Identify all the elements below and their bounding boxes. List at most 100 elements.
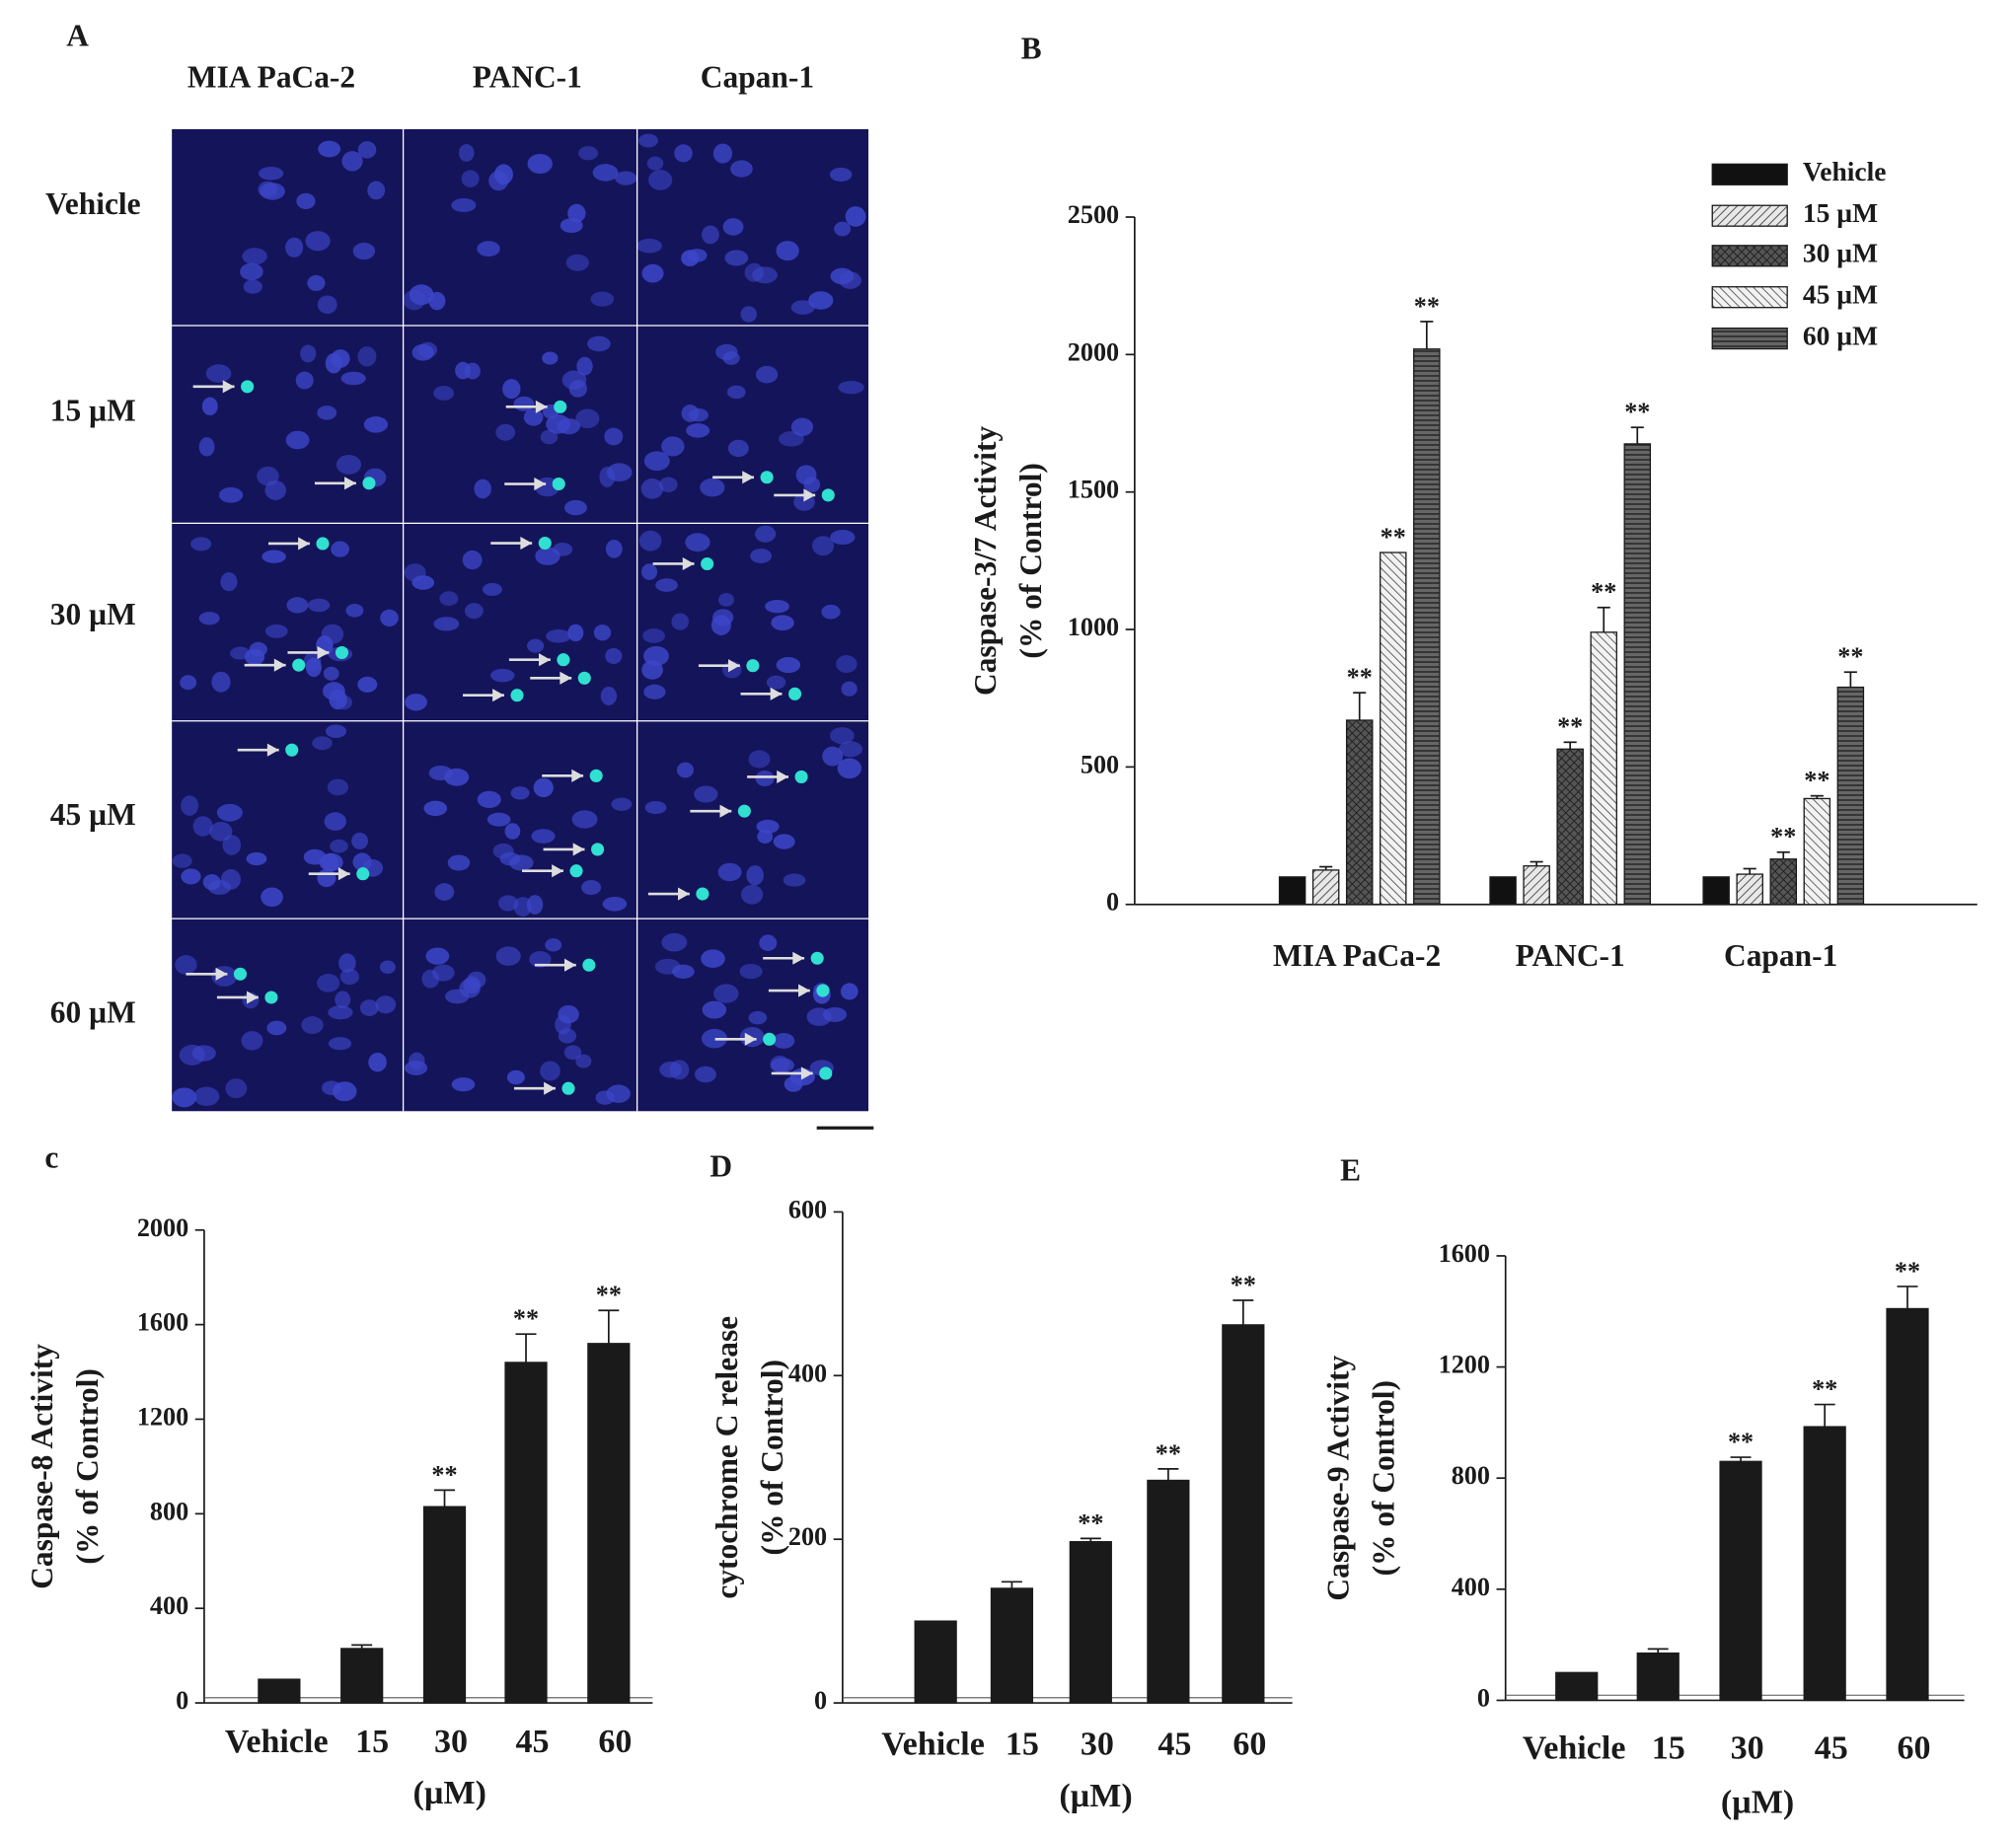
nucleus (605, 647, 623, 664)
nucleus (312, 736, 333, 751)
y-axis-label: (% of Control) (1013, 463, 1048, 658)
nucleus (676, 762, 694, 778)
nucleus (375, 995, 397, 1014)
nucleus (830, 530, 856, 546)
row-label: 60 µM (50, 995, 136, 1030)
nucleus (834, 221, 852, 237)
row-label: Vehicle (45, 186, 141, 221)
bar (1803, 1426, 1846, 1702)
arrow-head (552, 864, 563, 878)
nucleus (191, 1045, 216, 1062)
row-label: 15 µM (50, 393, 136, 427)
nucleus (351, 832, 369, 849)
nucleus (773, 1033, 795, 1049)
nucleus (640, 563, 658, 580)
nucleus (599, 467, 616, 487)
significance-marker: ** (431, 1460, 457, 1489)
arrow-icon (268, 537, 310, 551)
nucleus (593, 624, 612, 641)
y-axis-label: Caspase-3/7 Activity (968, 426, 1003, 696)
nucleus (756, 819, 780, 834)
micrograph-cell (403, 326, 637, 524)
x-category-label: 45 (516, 1724, 550, 1760)
nucleus (669, 1060, 690, 1080)
nucleus (490, 668, 515, 683)
nucleus (339, 968, 359, 986)
apoptotic-nucleus (510, 689, 524, 702)
nucleus (198, 437, 215, 457)
arrow-icon (652, 556, 695, 571)
significance-marker: ** (1895, 1257, 1920, 1286)
nucleus (317, 868, 336, 888)
nucleus (575, 1054, 592, 1068)
arrow-icon (308, 867, 350, 881)
x-category-label: Capan-1 (1724, 938, 1837, 973)
nucleus (756, 365, 779, 384)
nucleus (540, 1061, 560, 1081)
arrow-head (337, 867, 350, 881)
nucleus (368, 1053, 387, 1072)
nucleus (636, 238, 662, 254)
nucleus (335, 991, 351, 1009)
nucleus (367, 181, 386, 200)
bar (990, 1587, 1034, 1704)
significance-marker: ** (1812, 1375, 1837, 1404)
significance-marker: ** (513, 1304, 539, 1333)
nucleus (681, 250, 700, 266)
nucleus (600, 686, 618, 705)
arrow-head (563, 958, 576, 972)
nucleus (242, 248, 267, 265)
bar (1222, 1324, 1265, 1704)
nucleus (602, 896, 628, 912)
nucleus (483, 582, 502, 597)
nucleus (379, 960, 396, 975)
arrow-head (742, 471, 755, 484)
nucleus (404, 563, 426, 582)
apoptotic-nucleus (561, 1081, 575, 1095)
nucleus (701, 949, 725, 969)
nucleus (655, 578, 678, 592)
nucleus (218, 486, 244, 503)
nucleus (750, 548, 773, 563)
nucleus (497, 895, 519, 912)
y-tick-label: 0 (814, 1686, 827, 1715)
micrograph-cell (636, 326, 869, 524)
nucleus (740, 306, 757, 323)
nucleus (495, 423, 516, 441)
nucleus (546, 628, 571, 643)
arrow-icon (763, 951, 805, 965)
significance-marker: ** (596, 1281, 622, 1309)
nucleus (717, 593, 735, 607)
arrow-head (792, 951, 805, 965)
panel-label-a: A (66, 19, 89, 53)
nucleus (578, 146, 599, 161)
y-axis-label: (% of Control) (755, 1360, 789, 1555)
bar-back-diagonal (1590, 631, 1617, 906)
apoptotic-nucleus (264, 991, 278, 1004)
nucleus (451, 198, 477, 213)
nucleus (474, 478, 491, 499)
nucleus (338, 953, 356, 973)
nucleus (790, 300, 815, 315)
y-tick-label: 2500 (1068, 200, 1119, 229)
nucleus (211, 671, 231, 693)
x-category-label: 30 (1081, 1726, 1114, 1762)
significance-marker: ** (1770, 823, 1796, 851)
apoptotic-nucleus (285, 743, 299, 757)
bar-back-diagonal (1380, 552, 1407, 906)
apoptotic-nucleus (356, 867, 370, 881)
x-category-label: Vehicle (225, 1724, 329, 1760)
x-category-label: 60 (1232, 1726, 1266, 1762)
nucleus (357, 676, 378, 693)
legend-swatch (1711, 286, 1788, 309)
nucleus (332, 1081, 357, 1102)
x-category-label: 30 (1731, 1729, 1764, 1766)
nucleus (748, 1010, 768, 1025)
nucleus (423, 800, 448, 816)
row-label: 45 µM (50, 797, 136, 832)
bar-solid-black (1702, 876, 1730, 906)
nucleus (181, 795, 199, 816)
y-tick-label: 1000 (1068, 613, 1119, 641)
nucleus (595, 1090, 615, 1105)
arrow-icon (771, 1067, 813, 1080)
